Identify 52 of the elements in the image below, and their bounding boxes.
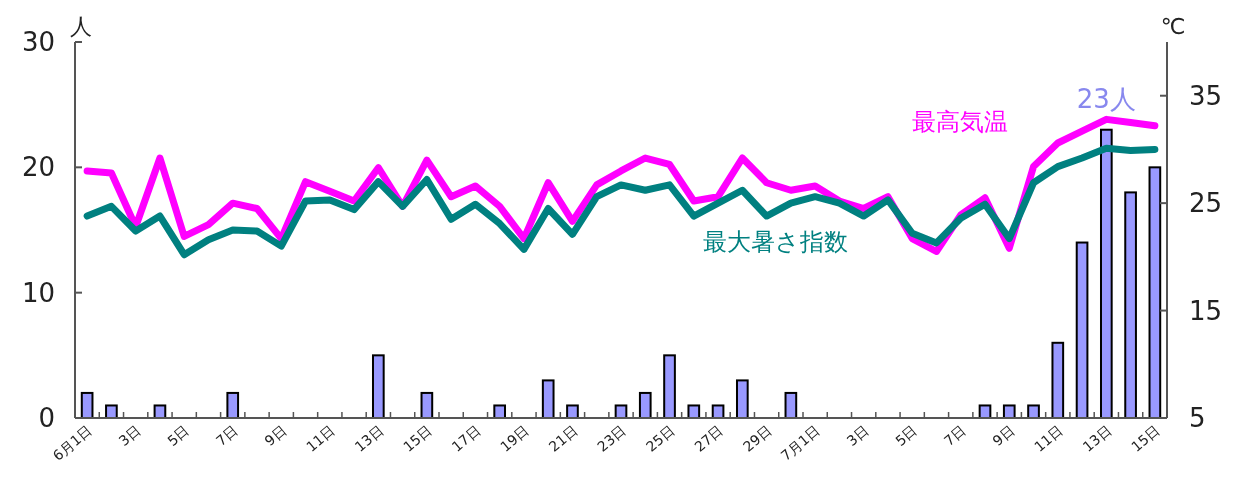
x-tick-label: 27日 [691, 422, 726, 455]
bar [566, 404, 579, 419]
bar [493, 404, 507, 419]
bar [1075, 241, 1089, 419]
y2-tick-label: 5 [1189, 403, 1206, 433]
x-tick-label: 11日 [1031, 422, 1066, 455]
bar [1002, 404, 1016, 419]
y2-axis-title: ℃ [1160, 14, 1186, 39]
bar [638, 391, 652, 419]
annotation: 23人 [1076, 84, 1136, 114]
x-tick-label: 13日 [351, 422, 387, 455]
x-tick-label: 5日 [164, 422, 193, 450]
bar [736, 379, 749, 419]
bar [105, 404, 118, 419]
bar [372, 354, 385, 419]
bar [1027, 404, 1040, 419]
series-label: 最大暑さ指数 [702, 228, 848, 256]
x-tick-label: 9日 [989, 422, 1018, 450]
x-tick-label: 15日 [1128, 422, 1163, 455]
x-tick-label: 7日 [940, 422, 969, 450]
x-tick-label: 9日 [261, 422, 290, 450]
bar [1124, 191, 1137, 419]
bar [1051, 341, 1065, 419]
bar [687, 404, 701, 419]
y-tick-label: 10 [21, 277, 55, 308]
y-tick-label: 20 [21, 152, 55, 183]
x-tick-label: 3日 [843, 422, 872, 450]
x-tick-label: 29日 [739, 422, 775, 455]
y2-tick-label: 25 [1189, 188, 1223, 219]
bar [541, 379, 555, 419]
x-tick-label: 5日 [892, 422, 921, 450]
x-tick-label: 13日 [1079, 422, 1115, 455]
x-tick-label: 23日 [594, 422, 629, 455]
bar [226, 391, 240, 419]
series-label: 最高気温 [912, 108, 1008, 136]
y-axis-title: 人 [70, 14, 92, 39]
x-tick-label: 21日 [545, 422, 581, 455]
x-tick-label: 7日 [212, 422, 241, 450]
x-tick-label: 19日 [497, 422, 532, 455]
x-tick-label: 3日 [115, 422, 144, 450]
bar [1099, 128, 1113, 419]
bar [663, 354, 676, 419]
y-tick-label: 30 [21, 27, 55, 57]
y2-tick-label: 35 [1189, 80, 1223, 111]
x-tick-label: 17日 [448, 422, 484, 455]
x-tick-label: 7月1日 [777, 422, 824, 464]
x-tick-label: 11日 [303, 422, 338, 455]
y-tick-label: 0 [38, 403, 55, 433]
x-tick-label: 25日 [642, 422, 678, 455]
x-tick-label: 15日 [400, 422, 435, 455]
bar [1148, 166, 1162, 419]
y2-tick-label: 15 [1189, 295, 1223, 326]
